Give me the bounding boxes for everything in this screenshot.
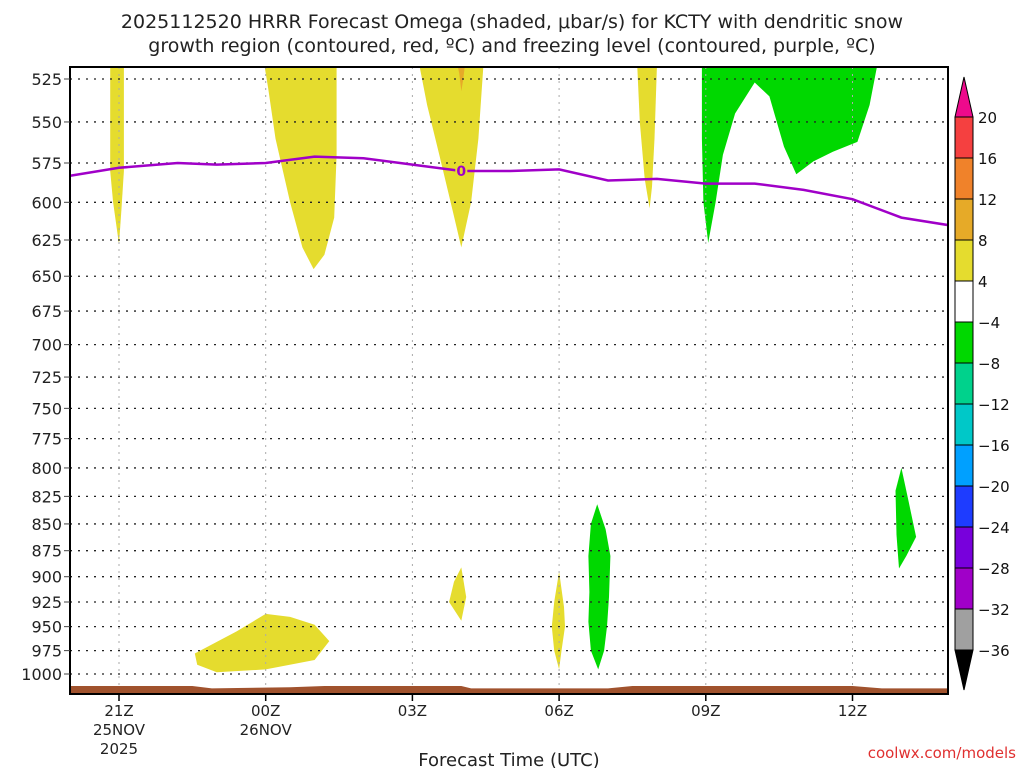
colorbar-bin <box>954 362 974 405</box>
colorbar-tick-label: −4 <box>978 314 1000 332</box>
colorbar-tick-label: −12 <box>978 396 1010 414</box>
y-tick-label: 725 <box>31 368 62 387</box>
y-tick-label: 575 <box>31 154 62 173</box>
colorbar-tick-label: −16 <box>978 437 1010 455</box>
title-line-1: 2025112520 HRRR Forecast Omega (shaded, … <box>121 11 903 33</box>
x-axis-label: Forecast Time (UTC) <box>418 750 599 768</box>
omega-yellow-04z-lower <box>449 567 467 621</box>
y-tick-label: 825 <box>31 487 62 506</box>
omega-green-07z-lower <box>588 504 611 670</box>
x-tick-label: 03Z <box>398 702 427 720</box>
y-tick-label: 1000 <box>21 665 62 684</box>
freezing-level-label: 0 <box>456 164 466 180</box>
x-tick-label: 12Z <box>838 702 867 720</box>
y-tick-label: 650 <box>31 267 62 286</box>
freezing-level-label-bg <box>455 162 468 179</box>
colorbar-bin <box>954 321 974 364</box>
omega-yellow-21z-upper <box>110 67 124 245</box>
plot-frame <box>69 66 949 695</box>
colorbar-bin <box>954 157 974 200</box>
colorbar-bin <box>954 198 974 241</box>
omega-yellow-00z-upper <box>264 67 337 270</box>
grid-lines <box>70 67 948 694</box>
colorbar-bin <box>954 567 974 610</box>
y-tick-label: 875 <box>31 542 62 561</box>
colorbar-bin <box>954 116 974 159</box>
colorbar-bin <box>954 444 974 487</box>
title-line-2: growth region (contoured, red, ºC) and f… <box>148 35 875 57</box>
x-tick-label: 00Z <box>251 702 280 720</box>
colorbar-tick-label: −28 <box>978 560 1010 578</box>
colorbar-bin <box>954 239 974 282</box>
omega-yellow-23z-lower <box>194 613 330 673</box>
x-tick-label: 06Z <box>544 702 573 720</box>
x-tick-label: 26NOV <box>240 721 293 739</box>
colorbar: 20 16 12 8 4 −4 −8 −12 −16 −20 −24 −28 −32 −36 <box>954 76 1010 691</box>
y-tick-label: 950 <box>31 618 62 637</box>
credit-link[interactable]: coolwx.com/models <box>868 744 1016 762</box>
colorbar-bin <box>954 403 974 446</box>
colorbar-bin <box>954 76 974 118</box>
colorbar-tick-label: −8 <box>978 355 1000 373</box>
x-tick-label: 25NOV <box>93 721 146 739</box>
y-tick-label: 775 <box>31 430 62 449</box>
y-tick-label: 600 <box>31 193 62 212</box>
freezing-level-contour: 0 <box>70 155 948 227</box>
omega-green-09z-upper <box>701 67 877 243</box>
x-tick-label: 09Z <box>691 702 720 720</box>
y-tick-label: 975 <box>31 642 62 661</box>
omega-orange-03z-tip <box>457 67 465 92</box>
y-tick-label: 675 <box>31 302 62 321</box>
y-tick-label: 525 <box>31 70 62 89</box>
chart-title: 2025112520 HRRR Forecast Omega (shaded, … <box>121 11 903 57</box>
colorbar-bin <box>954 649 974 691</box>
y-tick-label: 700 <box>31 336 62 355</box>
omega-green-13z-lower <box>895 467 917 569</box>
omega-yellow-03z-upper <box>419 67 484 248</box>
terrain <box>70 686 948 694</box>
y-tick-label: 925 <box>31 593 62 612</box>
colorbar-bin <box>954 280 974 323</box>
colorbar-tick-label: 12 <box>978 191 997 209</box>
y-tick-label: 750 <box>31 399 62 418</box>
y-tick-label: 550 <box>31 113 62 132</box>
colorbar-tick-label: 8 <box>978 232 988 250</box>
colorbar-tick-label: 4 <box>978 273 988 291</box>
y-tick-label: 800 <box>31 459 62 478</box>
terrain-fill <box>70 686 948 694</box>
x-tick-label: 21Z <box>104 702 133 720</box>
omega-yellow-08z-upper <box>637 67 657 209</box>
freezing-level-line <box>70 155 948 227</box>
colorbar-tick-label: −36 <box>978 642 1010 660</box>
y-tick-label: 900 <box>31 568 62 587</box>
colorbar-bin <box>954 485 974 528</box>
y-tick-label: 625 <box>31 231 62 250</box>
colorbar-tick-label: 16 <box>978 150 997 168</box>
colorbar-tick-label: −32 <box>978 601 1010 619</box>
y-tick-label: 850 <box>31 515 62 534</box>
colorbar-tick-label: 20 <box>978 109 997 127</box>
colorbar-tick-label: −24 <box>978 519 1010 537</box>
x-tick-label: 2025 <box>100 740 138 758</box>
omega-shading <box>110 67 917 673</box>
colorbar-tick-label: −20 <box>978 478 1010 496</box>
colorbar-bin <box>954 608 974 651</box>
y-axis: 525 550 575 600 625 650 675 700 725 750 775 800 825 8… <box>21 70 70 684</box>
colorbar-bin <box>954 526 974 569</box>
omega-yellow-06z-lower <box>551 571 565 670</box>
